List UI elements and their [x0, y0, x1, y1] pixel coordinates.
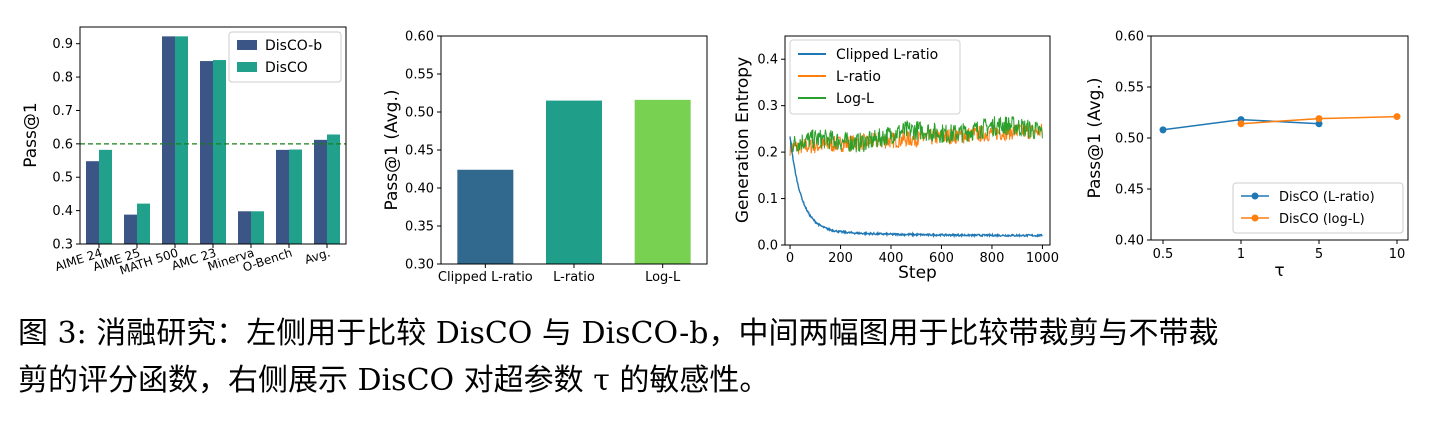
panel4-xtick-label: 0.5: [1153, 247, 1174, 262]
panel4-xtick-label: 1: [1237, 247, 1245, 262]
panel2-ytick-label: 0.30: [405, 258, 434, 273]
caption-line-2: 剪的评分函数，右侧展示 DisCO 对超参数 τ 的敏感性。: [18, 363, 770, 398]
bar-disco-2: [175, 36, 188, 245]
panel3-xtick-label: 200: [828, 251, 853, 266]
bar-1: [546, 100, 602, 264]
panel4-xtick-label: 5: [1315, 247, 1323, 262]
panel3-xtick-label: 800: [980, 251, 1005, 266]
figure-caption: 图 3: 消融研究：左侧用于比较 DisCO 与 DisCO-b，中间两幅图用于…: [18, 310, 1448, 404]
panel4-legend-label: DisCO (log-L): [1279, 212, 1365, 227]
panel3-ytick-label: 0.3: [757, 99, 778, 114]
panel1-ytick-label: 0.8: [52, 71, 73, 86]
panel3-legend-label: Log-L: [836, 91, 874, 107]
panel3-xlabel: Step: [898, 263, 937, 283]
panel1-legend-label: DisCO: [265, 60, 308, 76]
bar-disco-6: [327, 134, 340, 244]
panel4-xtick-label: 10: [1389, 247, 1406, 262]
panel4-legend-box: [1232, 182, 1404, 234]
panel2-xtick-label: Clipped L-ratio: [438, 270, 533, 285]
panel3-ytick-label: 0.4: [757, 53, 778, 68]
panel3-xtick-label: 0: [786, 251, 794, 266]
panel3-legend-box: [789, 39, 961, 115]
panel1-legend-label: DisCO-b: [265, 38, 322, 54]
panel1-legend-swatch: [237, 62, 257, 72]
panel4-ylabel: Pass@1 (Avg.): [1085, 78, 1105, 199]
line-clipped-l-ratio: [789, 136, 1043, 239]
bar-disco-b-5: [276, 149, 289, 244]
bar-disco-5: [289, 149, 302, 244]
bar-disco-1: [137, 203, 150, 244]
line-log-l: [789, 116, 1043, 153]
panel3-axes-frame: [784, 35, 1051, 246]
bar-disco-b-4: [238, 211, 251, 244]
line-l-ratio: [789, 123, 1043, 156]
panel2-ytick-label: 0.60: [405, 30, 434, 45]
bar-2: [634, 99, 691, 264]
bar-disco-b-3: [200, 61, 213, 244]
bar-disco-0: [99, 149, 112, 244]
panel3-xtick-label: 600: [929, 251, 954, 266]
panel4-ytick-label: 0.60: [1115, 30, 1144, 45]
panel1-ytick-label: 0.6: [52, 137, 73, 152]
bar-disco-b-6: [314, 139, 327, 244]
point-series-1: [1237, 120, 1245, 128]
bar-disco-3: [213, 60, 226, 245]
panel4-legend-marker: [1251, 214, 1259, 222]
panel4-legend-label: DisCO (L-ratio): [1279, 190, 1375, 205]
panel1-xtick-label: Avg.: [303, 246, 332, 267]
panel2-ytick-label: 0.40: [405, 182, 434, 197]
panel1-ytick-label: 0.5: [52, 171, 73, 186]
panel3-ytick-label: 0.1: [757, 192, 778, 207]
panel1-ytick-label: 0.7: [52, 104, 73, 119]
bar-disco-b-2: [162, 36, 175, 245]
panel1-legend-swatch: [237, 40, 257, 50]
caption-line-1: 图 3: 消融研究：左侧用于比较 DisCO 与 DisCO-b，中间两幅图用于…: [18, 316, 1219, 351]
bar-disco-b-1: [124, 214, 137, 244]
panel2-xtick-label: L-ratio: [553, 270, 595, 285]
panel3-xtick-label: 400: [879, 251, 904, 266]
panel2-ytick-label: 0.55: [405, 68, 434, 83]
bar-disco-b-0: [86, 161, 99, 244]
panel3-legend-label: Clipped L-ratio: [836, 47, 938, 63]
panel4-ytick-label: 0.40: [1115, 234, 1144, 249]
panel4-legend-marker: [1251, 192, 1259, 200]
panel3-xtick-label: 1000: [1026, 251, 1059, 266]
chart-tau-sensitivity: 0.40 0.45 0.50 0.55 0.60 Pass@1 (Avg.) 0.5 1 5 10…: [1085, 30, 1409, 281]
panel3-ylabel: Generation Entropy: [733, 57, 753, 223]
point-series-1: [1315, 115, 1323, 123]
bar-disco-4: [251, 211, 264, 244]
panel2-ytick-label: 0.35: [405, 220, 434, 235]
point-series-0: [1315, 120, 1323, 128]
panel2-ytick-label: 0.50: [405, 106, 434, 121]
panel3-ytick-label: 0.2: [757, 146, 778, 161]
panel4-xlabel: τ: [1274, 261, 1284, 281]
panel1-ylabel: Pass@1: [21, 102, 41, 167]
panel2-xtick-label: Log-L: [645, 270, 681, 285]
point-series-1: [1393, 113, 1401, 121]
panel3-legend-label: L-ratio: [836, 69, 881, 85]
chart-generation-entropy: 0.0 0.1 0.2 0.3 0.4 Generation Entropy 0 200 400…: [733, 35, 1059, 283]
chart-scoring-functions: Clipped L-ratio L-ratio Log-L 0.30 0.35 0.40 0…: [382, 30, 708, 285]
panel1-ytick-label: 0.9: [52, 37, 73, 52]
point-series-0: [1159, 126, 1167, 134]
panel1-ytick-label: 0.3: [52, 238, 73, 253]
panel2-ylabel: Pass@1 (Avg.): [382, 90, 402, 211]
panel4-ytick-label: 0.45: [1115, 183, 1144, 198]
panel2-ytick-label: 0.45: [405, 144, 434, 159]
bar-0: [457, 169, 514, 264]
panel3-ytick-label: 0.0: [757, 239, 778, 254]
panel4-ytick-label: 0.55: [1115, 81, 1144, 96]
panel4-ytick-label: 0.50: [1115, 132, 1144, 147]
panel1-ytick-label: 0.4: [52, 204, 73, 219]
